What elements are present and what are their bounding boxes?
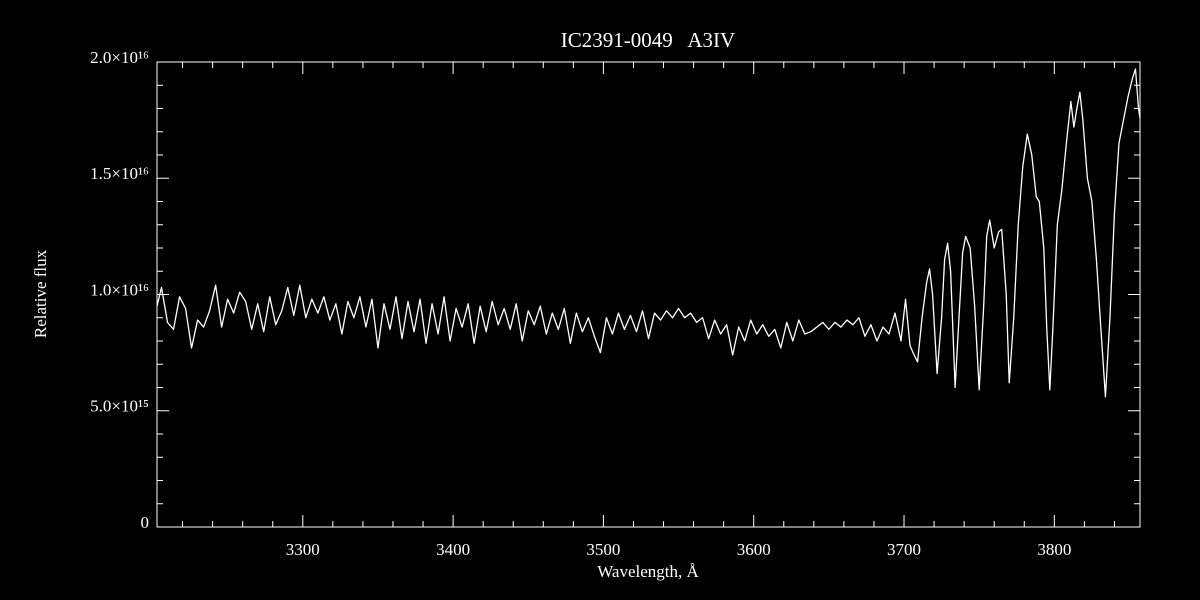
y-tick-label: 1.5×10¹⁶ xyxy=(90,164,149,183)
y-tick-label: 1.0×10¹⁶ xyxy=(90,280,149,299)
x-tick-label: 3400 xyxy=(436,540,470,559)
spectrum-line xyxy=(156,68,1141,398)
y-tick-label: 0 xyxy=(141,513,150,532)
y-axis-label: Relative flux xyxy=(31,249,50,338)
y-tick-label: 5.0×10¹⁵ xyxy=(90,397,149,416)
x-tick-label: 3800 xyxy=(1037,540,1071,559)
y-tick-label: 2.0×10¹⁶ xyxy=(90,48,149,67)
x-tick-label: 3300 xyxy=(286,540,320,559)
x-tick-label: 3700 xyxy=(887,540,921,559)
x-tick-label: 3600 xyxy=(737,540,771,559)
x-tick-label: 3500 xyxy=(586,540,620,559)
chart-title: IC2391-0049 A3IV xyxy=(561,28,735,52)
x-axis-label: Wavelength, Å xyxy=(597,562,699,581)
